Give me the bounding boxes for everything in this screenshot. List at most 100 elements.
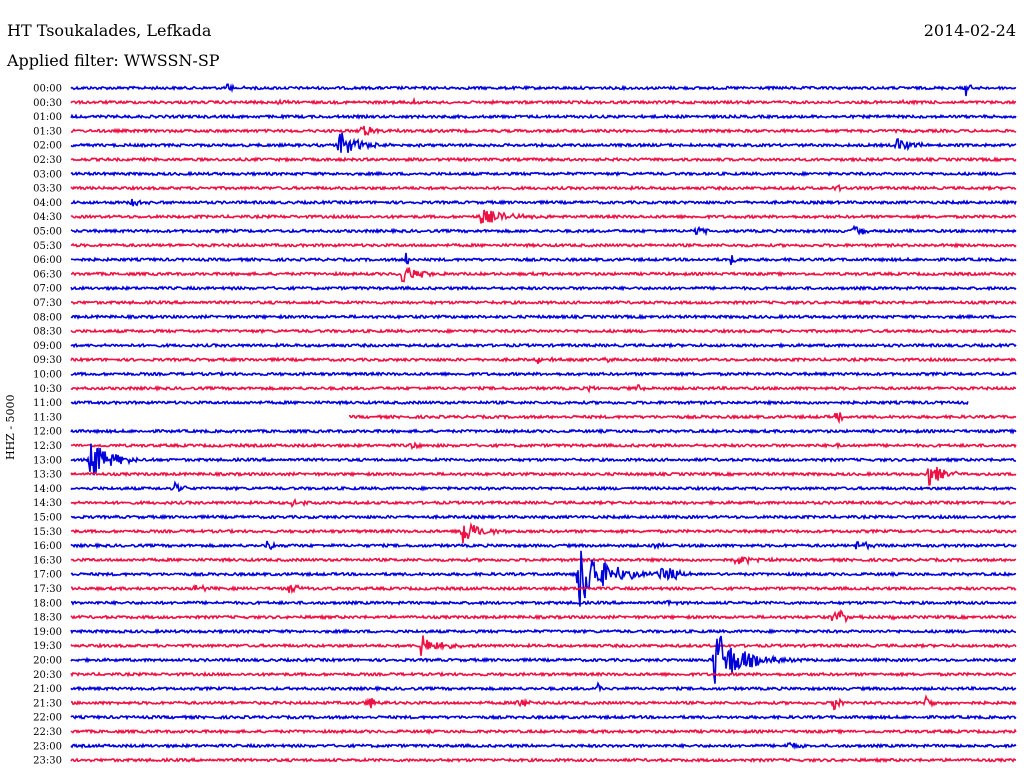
trace-line [70,608,1017,624]
trace-line [70,125,1017,136]
trace-line [70,681,1017,693]
trace-line [70,635,1016,684]
trace-line [70,384,1016,394]
time-tick-label: 01:30 [33,126,62,137]
time-tick-label: 19:00 [33,627,62,638]
time-tick-label: 08:00 [33,312,62,323]
trace-line [70,170,1017,178]
time-tick-label: 07:00 [33,284,62,295]
trace-line [70,313,1017,321]
trace-line [70,441,1017,450]
time-tick-label: 12:00 [33,427,62,438]
time-tick-label: 17:00 [33,570,62,581]
seismic-traces [70,83,1017,764]
trace-line [70,399,969,406]
time-tick-label: 03:00 [33,169,62,180]
time-tick-label: 23:00 [33,741,62,752]
trace-line [71,583,1017,595]
time-tick-label: 03:30 [33,184,62,195]
time-tick-label: 20:00 [33,656,62,667]
time-tick-label: 08:30 [33,327,62,338]
time-tick-label: 11:30 [33,412,62,423]
time-tick-label: 10:30 [33,384,62,395]
time-tick-label: 14:30 [33,498,62,509]
time-tick-label: 10:00 [33,370,62,381]
time-tick-label: 18:30 [33,613,62,624]
trace-line [70,714,1017,721]
trace-line [70,741,1017,750]
trace-line [70,427,1017,435]
time-tick-label: 21:30 [33,698,62,709]
trace-line [70,198,1017,207]
trace-line [70,443,1017,476]
time-tick-label: 02:00 [33,141,62,152]
trace-line [70,342,1017,349]
time-tick-label: 00:30 [33,98,62,109]
trace-line [70,635,1017,656]
time-tick-label: 07:30 [33,298,62,309]
time-tick-labels: 00:00 00:30 01:00 01:30 02:00 02:30 03:00 03:30… [33,84,62,767]
trace-line [70,480,1017,493]
time-tick-label: 22:00 [33,713,62,724]
trace-line [70,550,1017,607]
trace-line [71,521,1017,544]
time-tick-label: 14:00 [33,484,62,495]
trace-line [70,540,1017,551]
time-tick-label: 22:30 [33,727,62,738]
trace-line [70,370,1017,378]
time-tick-label: 12:30 [33,441,62,452]
trace-line [70,670,1017,678]
time-tick-label: 23:30 [33,756,62,767]
time-tick-label: 05:00 [33,227,62,238]
trace-line [70,756,1016,764]
trace-line [70,599,1017,608]
time-tick-label: 11:00 [33,398,62,409]
time-tick-label: 00:00 [33,84,62,95]
trace-line [70,513,1016,521]
time-tick-label: 04:00 [33,198,62,209]
trace-line [70,184,1017,193]
time-tick-label: 06:00 [33,255,62,266]
trace-line [70,132,1017,153]
trace-line [70,96,1017,106]
time-tick-label: 17:30 [33,584,62,595]
trace-line [70,497,1017,508]
trace-line [70,285,1017,292]
filter-label: Applied filter: WWSSN-SP [7,51,220,70]
time-tick-label: 19:30 [33,641,62,652]
time-tick-label: 15:00 [33,513,62,524]
time-tick-label: 13:00 [33,455,62,466]
trace-line [70,224,1017,237]
time-tick-label: 09:30 [33,355,62,366]
time-tick-label: 16:30 [33,555,62,566]
station-title: HT Tsoukalades, Lefkada [7,21,212,40]
trace-line [70,241,1017,249]
trace-line [349,412,1017,425]
time-tick-label: 16:00 [33,541,62,552]
trace-line [70,252,1017,266]
time-tick-label: 15:30 [33,527,62,538]
time-tick-label: 13:30 [33,470,62,481]
time-tick-label: 02:30 [33,155,62,166]
time-tick-label: 04:30 [33,212,62,223]
trace-line [70,299,1017,306]
trace-line [70,327,1016,335]
trace-line [70,83,1017,97]
trace-line [70,209,1017,224]
trace-line [70,555,1017,567]
time-tick-label: 06:30 [33,269,62,280]
time-tick-label: 21:00 [33,684,62,695]
time-tick-label: 18:00 [33,598,62,609]
date-label: 2014-02-24 [923,21,1016,40]
trace-line [70,694,1017,711]
trace-line [70,356,1017,365]
trace-line [70,266,1017,283]
trace-line [70,113,1017,120]
time-tick-label: 20:30 [33,670,62,681]
trace-line [70,728,1017,735]
time-tick-label: 01:00 [33,112,62,123]
trace-line [70,628,1017,635]
trace-line [70,156,1017,163]
time-tick-label: 09:00 [33,341,62,352]
